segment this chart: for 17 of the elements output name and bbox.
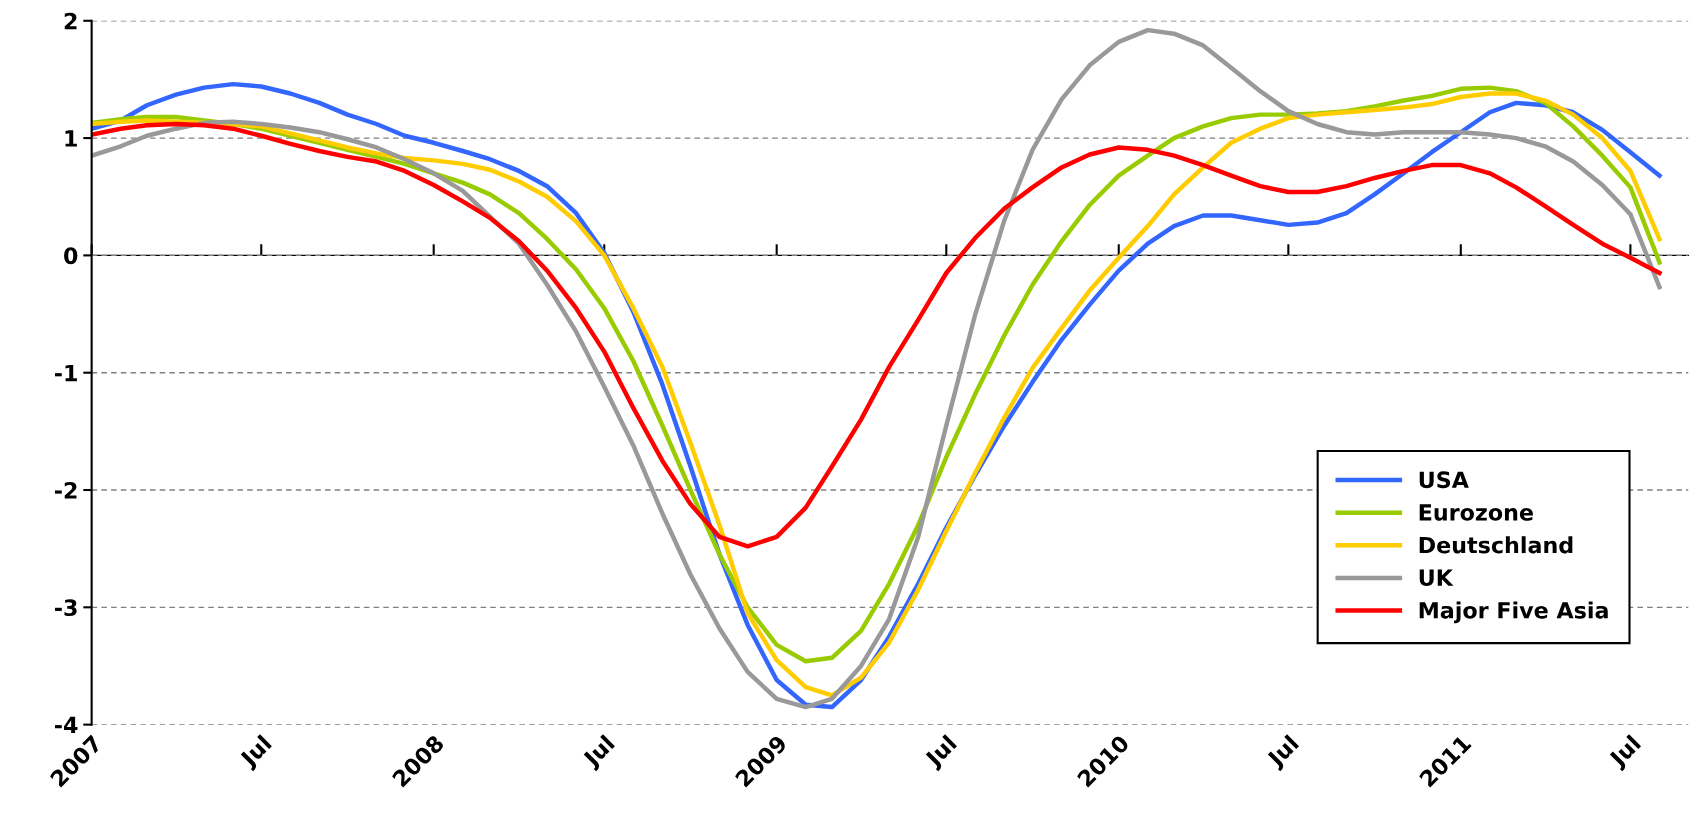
- y-tick-label: -2: [54, 481, 77, 499]
- x-tick-label: Jul: [1265, 734, 1303, 772]
- legend-label: Major Five Asia: [1419, 601, 1608, 624]
- y-tick-label: -1: [54, 364, 77, 382]
- x-tick-label: Jul: [923, 734, 961, 772]
- y-tick-label: 2: [64, 12, 77, 30]
- y-tick-label: 0: [64, 247, 78, 265]
- x-tick-label: Jul: [580, 734, 619, 772]
- legend-label: USA: [1419, 471, 1469, 489]
- legend-label: Eurozone: [1419, 504, 1533, 521]
- x-tick-label: Jul: [1607, 734, 1645, 772]
- legend-label: UK: [1419, 569, 1454, 587]
- legend-label: Deutschland: [1419, 536, 1573, 554]
- y-tick-label: 1: [65, 130, 77, 147]
- y-tick-label: -3: [54, 599, 77, 617]
- x-tick-label: Jul: [237, 734, 276, 772]
- y-tick-label: -4: [54, 716, 78, 734]
